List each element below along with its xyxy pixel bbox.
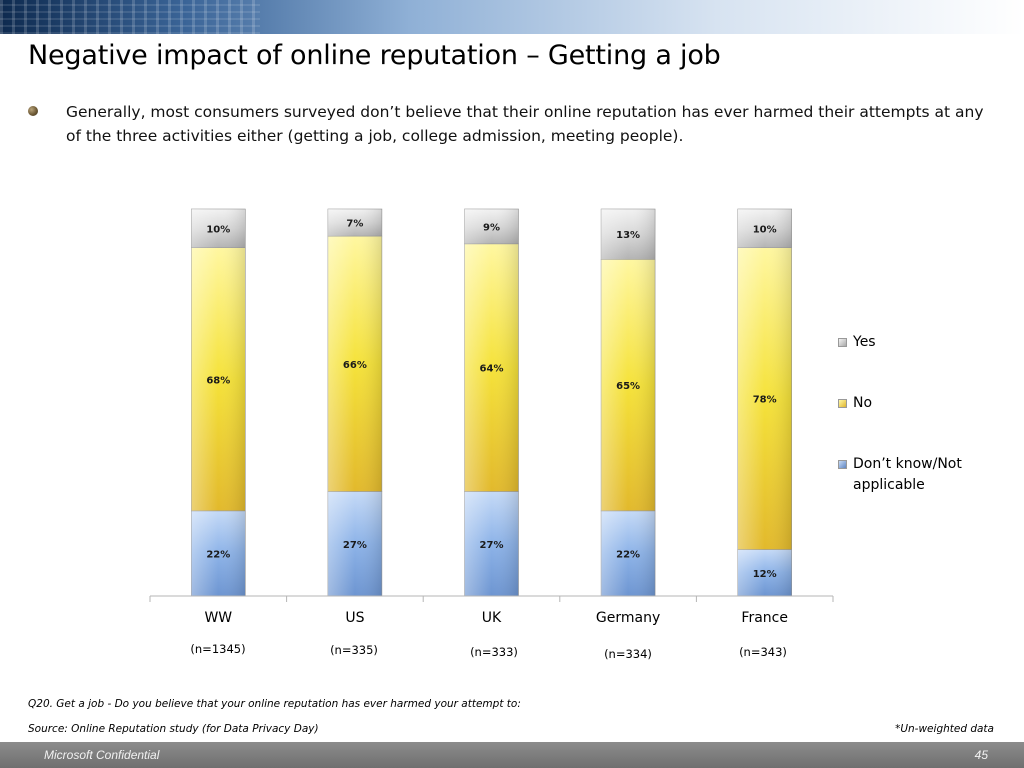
bar-shading-france-yes	[737, 209, 792, 248]
data-label-france-no: 78%	[753, 395, 777, 406]
bar-shading-germany-no	[601, 259, 656, 511]
x-tick-label-uk: UK	[482, 610, 502, 626]
sample-size-germany: (n=334)	[604, 647, 652, 661]
summary-bullet: Generally, most consumers surveyed don’t…	[66, 103, 984, 145]
bar-shading-ww-don-t-know-not-applicable	[191, 510, 246, 596]
x-axis: WW US UK Germany France	[149, 595, 834, 626]
bar-shading-uk-no	[464, 243, 519, 492]
skyline-image	[0, 0, 260, 34]
bars-layer: 22% 68% 10% 27% 66% 7% 27% 64% 9% 22% 65% 13% 12% 78%…	[191, 208, 793, 597]
bar-shading-germany-yes	[601, 209, 656, 260]
bar-shading-us-don-t-know-not-applicable	[327, 491, 382, 596]
bar-shading-uk-yes	[464, 209, 519, 244]
page-title: Negative impact of online reputation – G…	[28, 40, 721, 71]
bar-shading-us-yes	[327, 209, 382, 237]
legend-swatch-yes	[838, 338, 847, 347]
x-tick-label-ww: WW	[204, 610, 232, 626]
legend-swatch-dont-know	[838, 460, 847, 469]
legend-label-no: No	[853, 395, 873, 411]
legend-swatch-no	[838, 399, 847, 408]
data-label-germany-don-t-know-not-applicable: 22%	[616, 549, 640, 560]
data-label-ww-no: 68%	[206, 375, 230, 386]
data-label-uk-no: 64%	[480, 364, 504, 375]
data-label-us-yes: 7%	[346, 219, 363, 230]
data-label-us-don-t-know-not-applicable: 27%	[343, 540, 367, 551]
bar-shading-us-no	[327, 236, 382, 492]
x-tick-label-france: France	[741, 610, 788, 626]
weighting-note: *Un-weighted data	[895, 723, 994, 735]
data-label-france-yes: 10%	[753, 224, 777, 235]
source-footnote: Source: Online Reputation study (for Dat…	[28, 723, 319, 735]
bar-shading-france-don-t-know-not-applicable	[737, 549, 792, 596]
data-label-ww-yes: 10%	[206, 224, 230, 235]
footer-bar: Microsoft Confidential 45	[0, 742, 1024, 768]
sample-size-ww: (n=1345)	[190, 642, 246, 656]
bar-shading-uk-don-t-know-not-applicable	[464, 491, 519, 596]
data-label-us-no: 66%	[343, 360, 367, 371]
question-footnote: Q20. Get a job - Do you believe that you…	[28, 698, 521, 710]
bullet-icon	[28, 106, 38, 116]
bar-shading-germany-don-t-know-not-applicable	[601, 510, 656, 596]
data-label-france-don-t-know-not-applicable: 12%	[753, 569, 777, 580]
confidentiality-label: Microsoft Confidential	[44, 748, 160, 762]
bar-shading-ww-yes	[191, 209, 246, 248]
x-tick-label-germany: Germany	[596, 610, 660, 626]
data-label-uk-don-t-know-not-applicable: 27%	[480, 540, 504, 551]
sample-size-uk: (n=333)	[470, 645, 518, 659]
legend-label-yes: Yes	[853, 334, 876, 350]
bar-shading-ww-no	[191, 247, 246, 511]
data-label-ww-don-t-know-not-applicable: 22%	[206, 549, 230, 560]
sample-size-us: (n=335)	[330, 643, 378, 657]
data-label-germany-no: 65%	[616, 381, 640, 392]
x-tick-label-us: US	[345, 610, 364, 626]
bar-shading-france-no	[737, 247, 792, 550]
sample-size-france: (n=343)	[739, 645, 787, 659]
page-number: 45	[974, 748, 988, 762]
data-label-germany-yes: 13%	[616, 230, 640, 241]
header-banner	[0, 0, 1024, 34]
data-label-uk-yes: 9%	[483, 222, 500, 233]
legend-label-dont-know: Don’t know/Not applicable	[853, 456, 962, 493]
